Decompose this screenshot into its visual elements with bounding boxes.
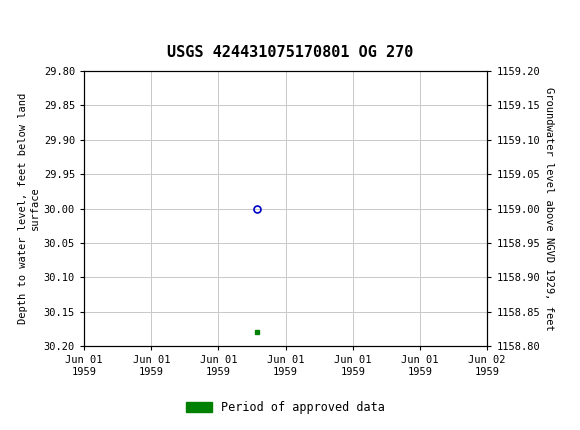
Text: ▓USGS: ▓USGS [7,5,61,26]
Legend: Period of approved data: Period of approved data [182,396,390,419]
Y-axis label: Groundwater level above NGVD 1929, feet: Groundwater level above NGVD 1929, feet [544,87,554,330]
Y-axis label: Depth to water level, feet below land
surface: Depth to water level, feet below land su… [18,93,39,324]
Text: USGS 424431075170801 OG 270: USGS 424431075170801 OG 270 [167,45,413,60]
